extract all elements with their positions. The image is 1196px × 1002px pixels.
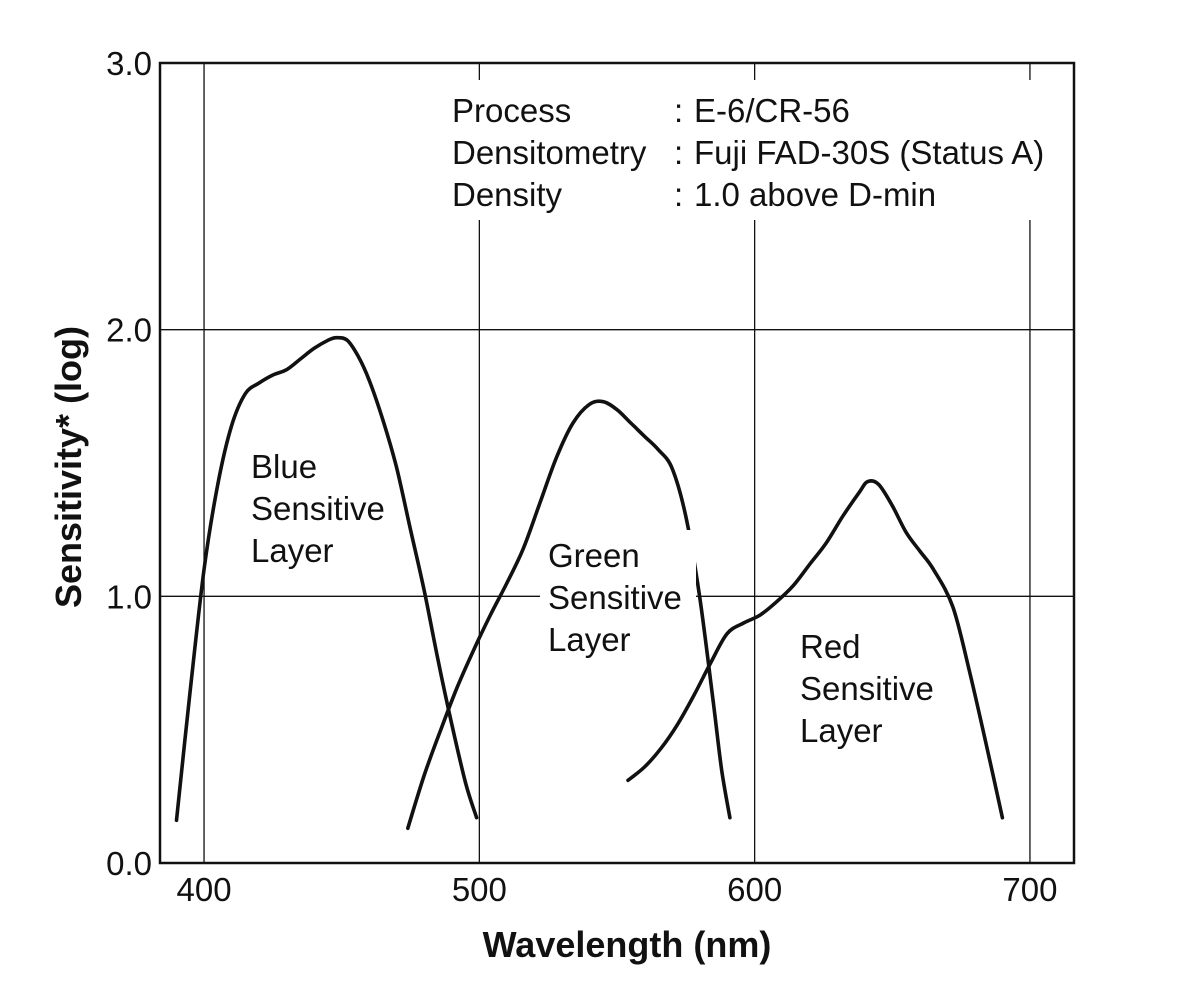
green-label-background bbox=[540, 530, 696, 660]
y-tick-label: 1.0 bbox=[106, 578, 152, 615]
annotation-key: Density bbox=[452, 176, 563, 213]
y-tick-label: 0.0 bbox=[106, 845, 152, 882]
annotation-value: 1.0 above D-min bbox=[694, 176, 936, 213]
x-tick-labels: 400 500 600 700 bbox=[177, 871, 1058, 908]
plot-frame bbox=[158, 61, 1076, 865]
x-tick-label: 500 bbox=[452, 871, 507, 908]
y-tick-labels: 0.0 1.0 2.0 3.0 bbox=[106, 45, 152, 882]
annotation-key: Densitometry bbox=[452, 134, 647, 171]
x-axis-title: Wavelength (nm) bbox=[483, 924, 772, 965]
y-tick-label: 2.0 bbox=[106, 312, 152, 349]
y-tick-label: 3.0 bbox=[106, 45, 152, 82]
blue-sensitive-layer-curve bbox=[174, 335, 479, 823]
blue-layer-label: Blue Sensitive Layer bbox=[251, 448, 385, 569]
red-layer-label: Red Sensitive Layer bbox=[800, 628, 934, 749]
y-axis-title: Sensitivity* (log) bbox=[48, 326, 89, 608]
x-tick-label: 700 bbox=[1002, 871, 1057, 908]
x-tick-label: 400 bbox=[177, 871, 232, 908]
series-labels: Blue Sensitive Layer Green Sensitive Layer Red… bbox=[251, 448, 934, 749]
green-layer-label: Green Sensitive Layer bbox=[548, 537, 682, 658]
x-tick-label: 600 bbox=[727, 871, 782, 908]
annotation-separator: : bbox=[674, 92, 683, 129]
process-annotation: Process: E-6/CR-56 Densitometry: Fuji FAD-3… bbox=[452, 92, 1044, 213]
annotation-value: E-6/CR-56 bbox=[694, 92, 850, 129]
red-sensitive-layer-curve bbox=[626, 479, 1005, 820]
annotation-value: Fuji FAD-30S (Status A) bbox=[694, 134, 1044, 171]
annotation-key: Process bbox=[452, 92, 571, 129]
annotation-separator: : bbox=[674, 134, 683, 171]
annotation-background bbox=[444, 80, 1072, 220]
annotation-separator: : bbox=[674, 176, 683, 213]
